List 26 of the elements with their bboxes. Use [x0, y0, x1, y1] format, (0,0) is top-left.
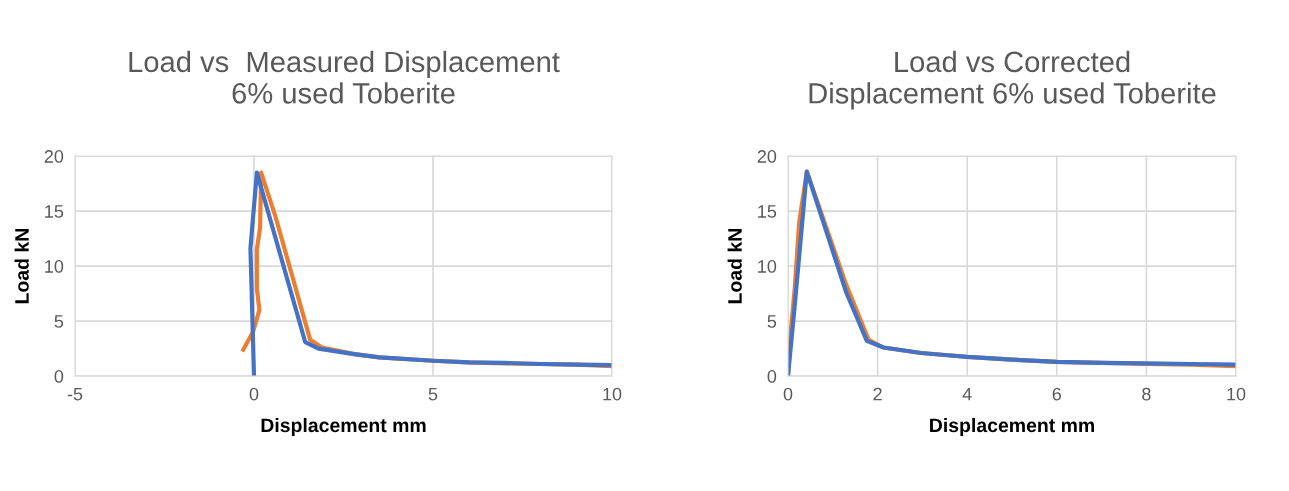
- x-tick-label: 6: [1052, 387, 1062, 401]
- x-tick-label: 4: [962, 387, 972, 401]
- y-tick-label: 0: [54, 370, 64, 383]
- y-tick-label: 20: [44, 150, 64, 163]
- x-tick-label: -5: [67, 387, 83, 401]
- x-tick-label: 5: [428, 387, 438, 401]
- x-tick-label: 2: [873, 387, 882, 401]
- chart-title: Load vs Measured Displacement 6% used Toberite: [129, 50, 560, 104]
- y-tick-label: 10: [758, 260, 777, 273]
- x-tick-label: 8: [1142, 387, 1151, 401]
- x-axis-title: Displacement mm: [261, 417, 426, 437]
- y-axis-title: Load kN: [727, 229, 742, 304]
- x-axis-title: Displacement mm: [930, 417, 1095, 437]
- y-tick-label: 15: [758, 205, 777, 218]
- x-tick-label: 10: [1227, 387, 1246, 401]
- y-tick-label: 10: [45, 260, 64, 273]
- x-tick-label: 0: [783, 387, 793, 401]
- y-tick-label: 20: [757, 150, 777, 163]
- chart-title: Load vs Corrected Displacement 6% used Toberite: [809, 50, 1216, 110]
- x-tick-label: 10: [603, 387, 622, 401]
- y-axis-title: Load kN: [14, 229, 29, 304]
- x-tick-label: 0: [249, 387, 259, 401]
- y-tick-label: 0: [767, 370, 777, 383]
- y-tick-label: 5: [54, 315, 64, 328]
- y-tick-label: 15: [45, 205, 64, 218]
- y-tick-label: 5: [767, 315, 777, 328]
